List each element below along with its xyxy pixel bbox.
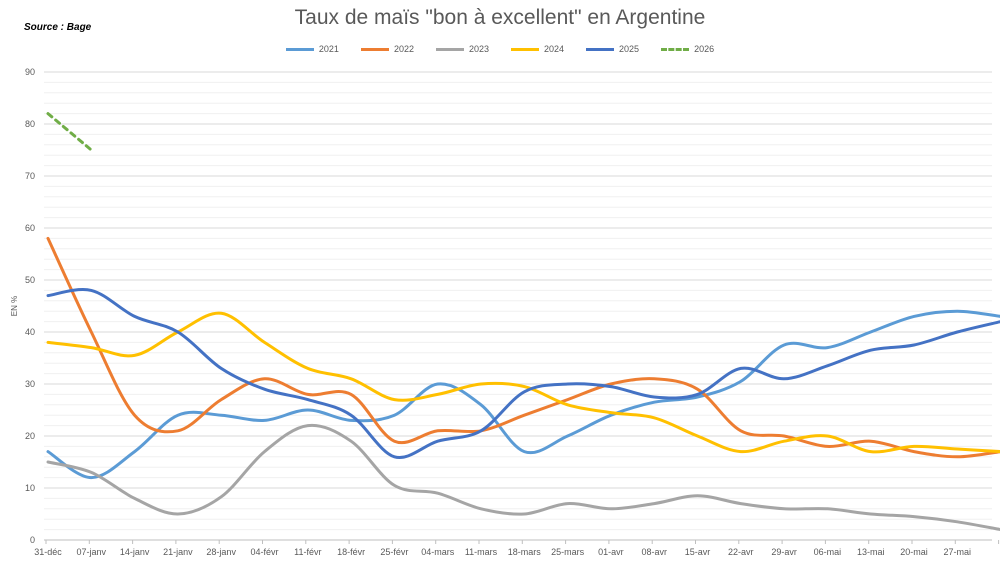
legend-item-2023: 2023	[435, 44, 489, 54]
legend-label: 2023	[468, 44, 489, 54]
x-tick-label: 21-janv	[163, 547, 193, 557]
x-tick-label: 28-janv	[206, 547, 236, 557]
y-tick-label: 90	[25, 67, 35, 77]
series-line-2021	[46, 309, 1000, 480]
x-tick-label: 13-mai	[857, 547, 885, 557]
x-tick-label: 20-mai	[900, 547, 928, 557]
y-tick-label: 30	[25, 379, 35, 389]
x-tick-label: 11-févr	[294, 547, 321, 557]
series-line-2022	[46, 236, 1000, 459]
x-tick-label: 18-févr	[337, 547, 365, 557]
x-tick-label: 07-janv	[77, 547, 107, 557]
legend-label: 2025	[619, 44, 640, 54]
x-tick-label: 04-mars	[421, 547, 455, 557]
x-tick-label: 31-déc	[34, 547, 62, 557]
x-tick-label: 01-avr	[598, 547, 624, 557]
legend-label: 2026	[694, 44, 715, 54]
x-tick-label: 18-mars	[508, 547, 542, 557]
legend-swatch	[360, 47, 389, 51]
y-tick-label: 10	[25, 483, 35, 493]
series-line-2024	[46, 311, 1000, 454]
legend-label: 2024	[544, 44, 565, 54]
x-tick-label: 27-mai	[944, 547, 972, 557]
legend-item-2025: 2025	[586, 44, 639, 54]
x-tick-label: 08-avr	[641, 547, 667, 557]
y-tick-label: 20	[25, 431, 35, 441]
x-tick-label: 25-mars	[551, 547, 585, 557]
series-line-2023	[46, 423, 1000, 532]
y-tick-label: 40	[25, 327, 35, 337]
legend-label: 2022	[393, 44, 414, 54]
legend: 2021 2022 2023 2024 2025 2026	[0, 44, 1000, 54]
legend-item-2021: 2021	[285, 44, 339, 54]
legend-swatch	[586, 47, 615, 51]
x-tick-label: 29-avr	[771, 547, 797, 557]
y-tick-label: 0	[30, 535, 35, 545]
legend-label: 2021	[318, 44, 339, 54]
x-tick-label: 14-janv	[120, 547, 150, 557]
x-tick-label: 04-févr	[250, 547, 278, 557]
x-tick-label: 22-avr	[728, 547, 754, 557]
y-tick-label: 60	[25, 223, 35, 233]
x-tick-label: 25-févr	[380, 547, 408, 557]
series-line-2025	[46, 288, 1000, 460]
legend-item-2024: 2024	[511, 44, 564, 54]
legend-item-2022: 2022	[360, 44, 414, 54]
x-tick-label: 11-mars	[465, 547, 498, 557]
legend-swatch	[435, 47, 464, 51]
legend-swatch	[511, 47, 539, 51]
x-tick-label: 15-avr	[685, 547, 711, 557]
y-axis-label: EN %	[10, 296, 19, 316]
y-tick-label: 50	[25, 275, 35, 285]
y-tick-label: 70	[25, 171, 35, 181]
source-note: Source : Bage	[24, 22, 92, 33]
legend-item-2026: 2026	[661, 44, 714, 54]
series-line-2026	[46, 112, 93, 152]
y-tick-label: 80	[25, 119, 35, 129]
chart-title: Taux de maïs "bon à excellent" en Argent…	[294, 6, 706, 29]
legend-swatch	[285, 47, 314, 51]
x-tick-label: 06-mai	[814, 547, 842, 557]
legend-swatch	[661, 47, 690, 51]
